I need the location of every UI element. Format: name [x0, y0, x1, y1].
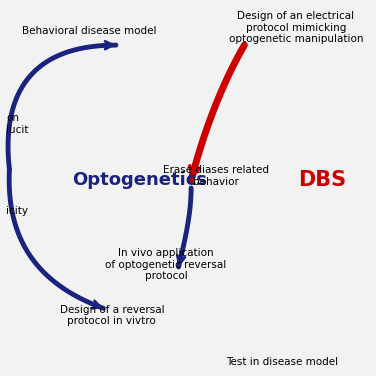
Text: icity: icity [6, 206, 28, 215]
Text: on
lucit: on lucit [6, 113, 29, 135]
Text: Erase diases related
behavior: Erase diases related behavior [163, 165, 269, 187]
Text: Optogenetics: Optogenetics [72, 171, 207, 190]
Text: Test in disease model: Test in disease model [226, 357, 338, 367]
Text: Design of an electrical
protocol mimicking
optogenetic manipulation: Design of an electrical protocol mimicki… [229, 11, 363, 44]
Text: In vivo application
of optogenetic reversal
protocol: In vivo application of optogenetic rever… [105, 248, 227, 281]
Text: DBS: DBS [298, 170, 346, 191]
Text: Behavioral disease model: Behavioral disease model [22, 26, 156, 36]
Text: Design of a reversal
protocol in vivtro: Design of a reversal protocol in vivtro [59, 305, 164, 326]
